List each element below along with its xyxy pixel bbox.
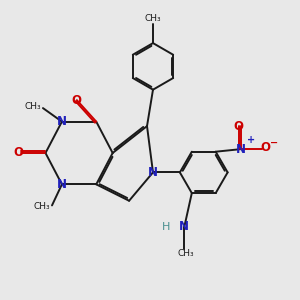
Text: N: N (148, 166, 158, 179)
Text: −: − (271, 138, 279, 148)
Text: CH₃: CH₃ (145, 14, 161, 23)
Text: O: O (72, 94, 82, 106)
Text: +: + (247, 134, 255, 145)
Text: N: N (179, 220, 189, 233)
Text: H: H (162, 222, 171, 232)
Text: O: O (234, 120, 244, 133)
Text: N: N (57, 115, 67, 128)
Text: O: O (260, 141, 270, 154)
Text: N: N (57, 178, 67, 191)
Text: CH₃: CH₃ (34, 202, 50, 211)
Text: O: O (14, 146, 24, 160)
Text: N: N (236, 142, 246, 156)
Text: CH₃: CH₃ (25, 102, 41, 111)
Text: CH₃: CH₃ (178, 249, 194, 258)
